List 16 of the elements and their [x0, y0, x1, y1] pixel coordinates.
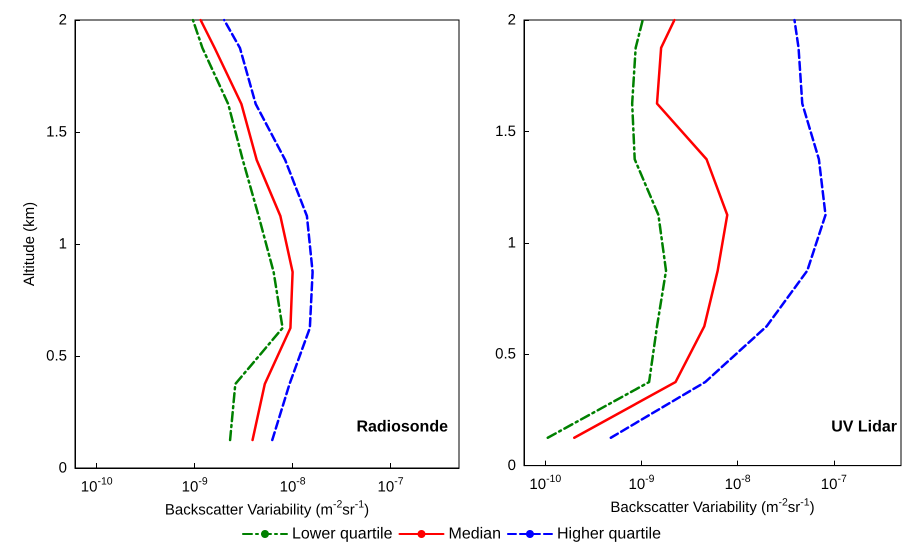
legend-label: Lower quartile [292, 526, 393, 542]
legend-label: Higher quartile [556, 526, 662, 542]
y-tick-label: 0 [508, 457, 516, 474]
y-tick-label: 2 [508, 12, 516, 28]
y-tick-label: 2 [58, 12, 67, 28]
y-tick-label: 1 [508, 234, 516, 252]
y-tick-label: 1.5 [495, 122, 516, 140]
y-tick-label: 0.5 [46, 348, 67, 364]
legend-label: Median [448, 526, 501, 542]
y-tick-label: 1 [58, 236, 67, 252]
y-tick-label: 1.5 [46, 124, 67, 140]
y-tick-label: 0 [58, 460, 67, 476]
y-tick-label: 0.5 [495, 346, 516, 363]
annotation: Radiosonde [356, 418, 448, 436]
y-axis-title: Altitude (km) [21, 202, 38, 286]
annotation: UV Lidar [831, 418, 898, 436]
